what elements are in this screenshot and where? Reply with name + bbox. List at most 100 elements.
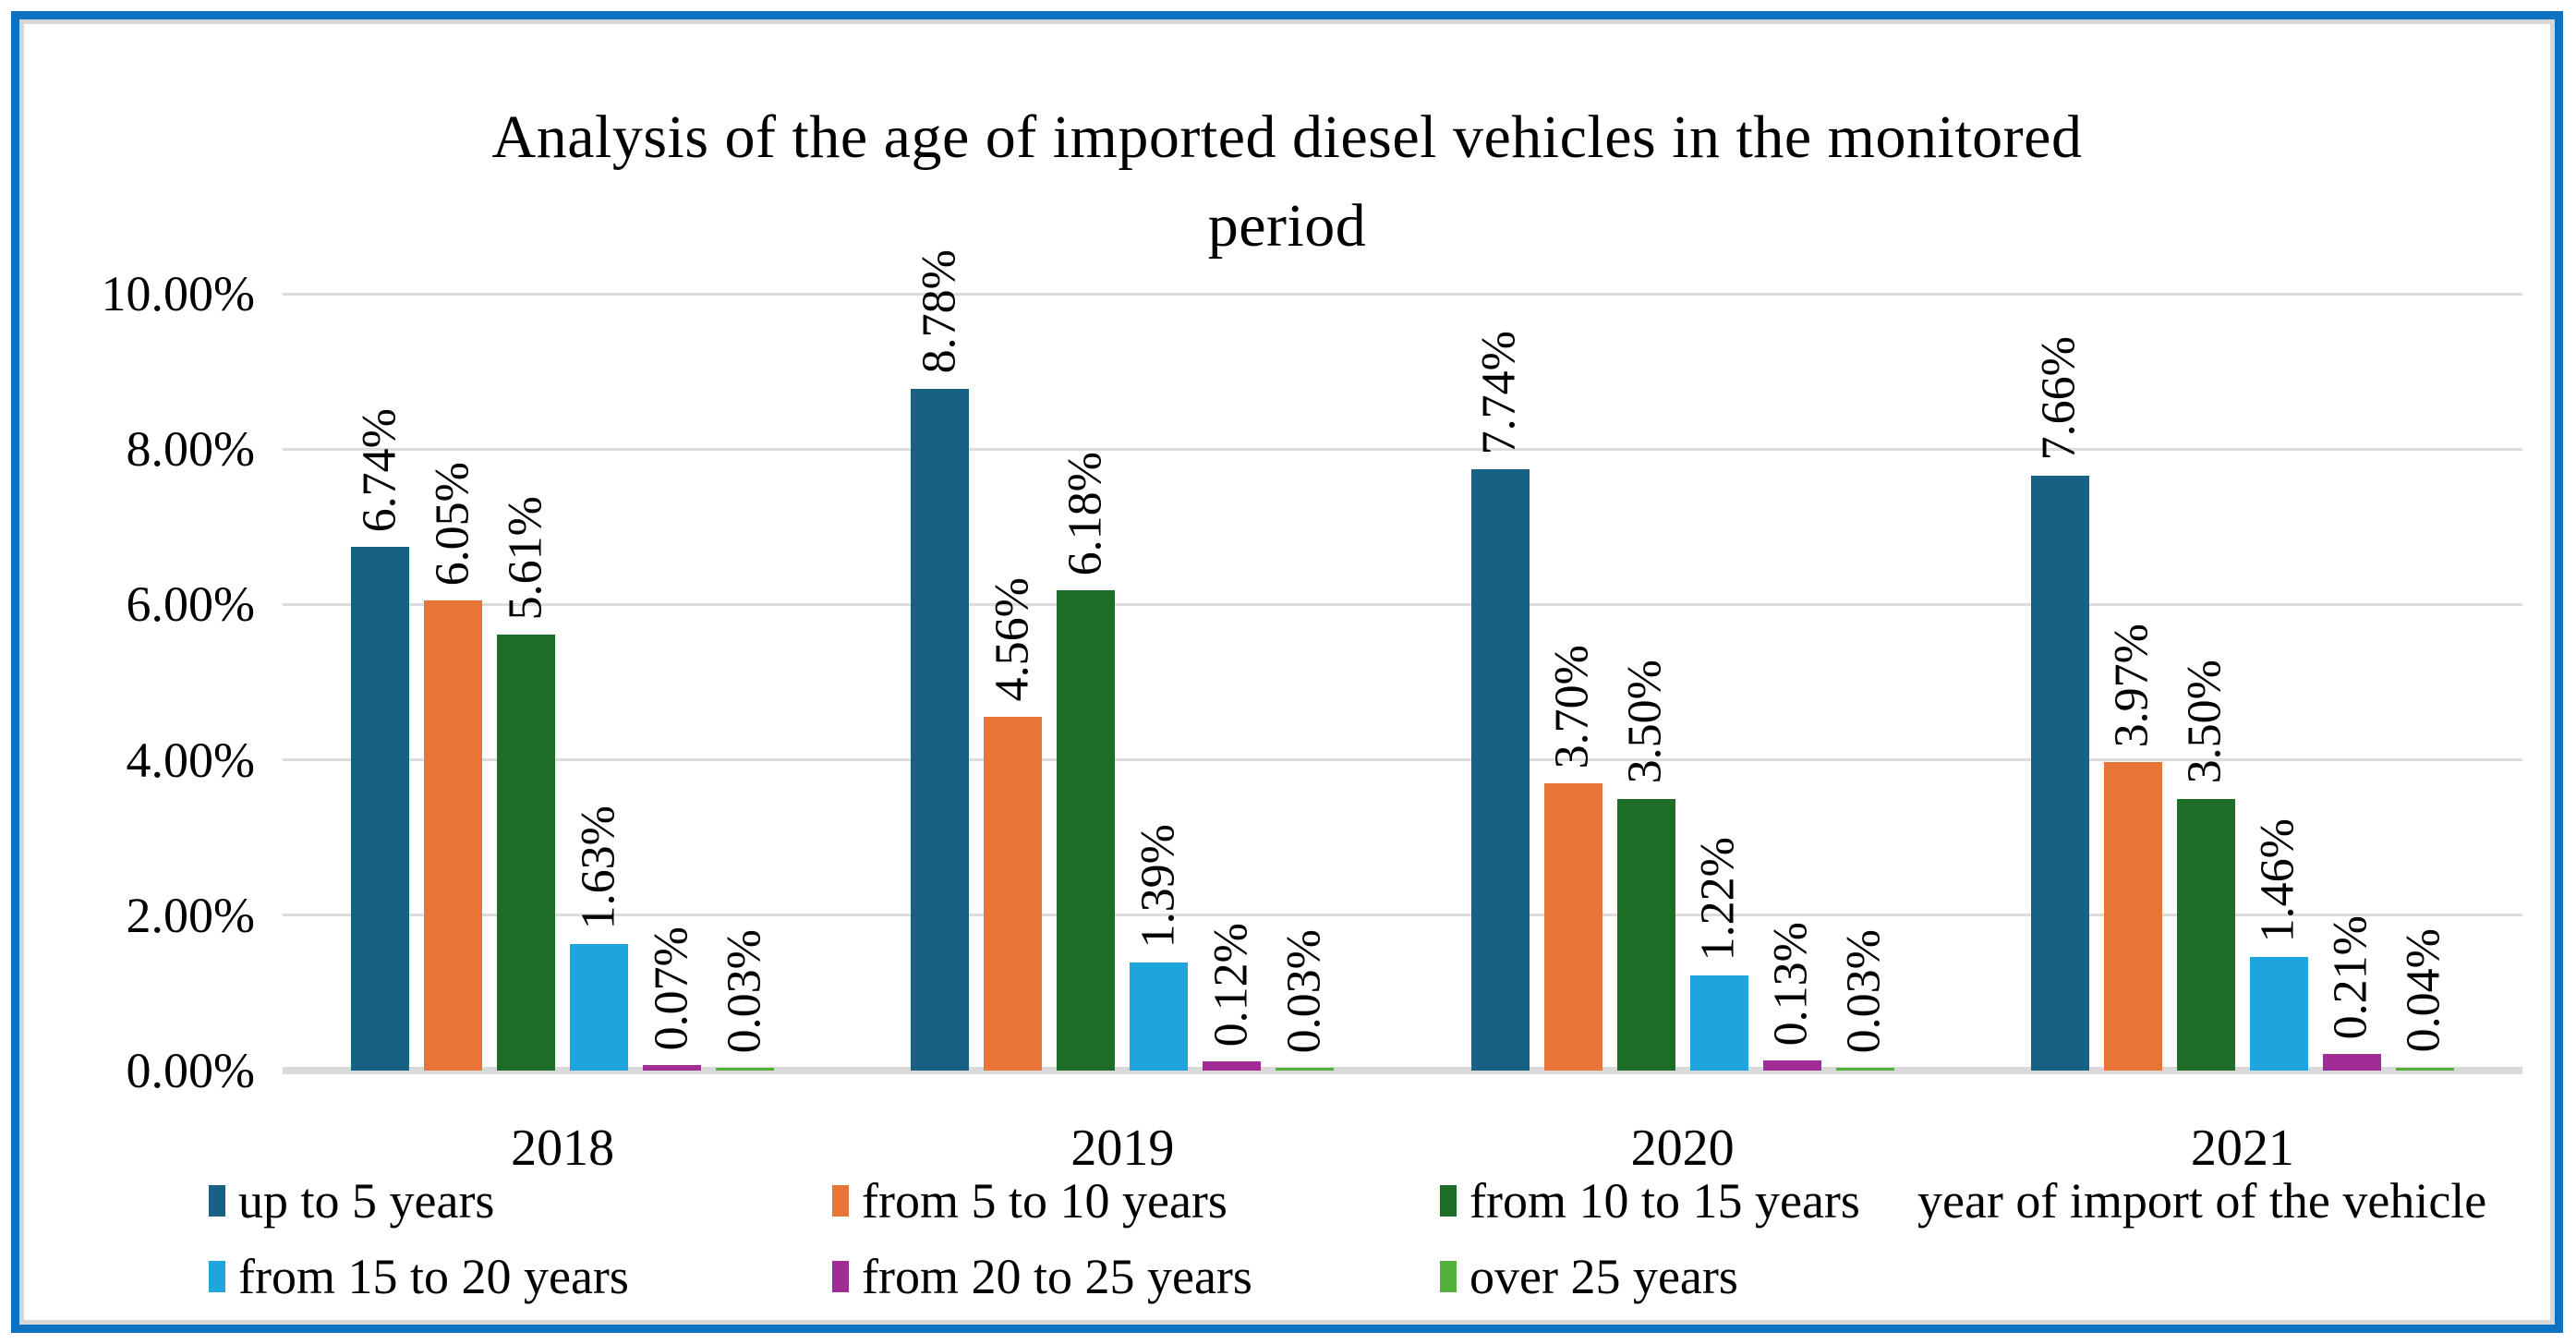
gridline [283, 447, 2522, 451]
chart-title-line-1: Analysis of the age of imported diesel v… [491, 103, 2083, 171]
bar: 3.50% [2176, 660, 2235, 1071]
bar: 0.04% [2395, 928, 2454, 1071]
bar-value-label: 6.18% [1058, 451, 1112, 576]
bars: 7.74% 3.70% 3.50% 1.22% 0.13% 0.03% [1470, 294, 1894, 1071]
bar-value-label: 3.70% [1545, 644, 1599, 769]
bar-value-label: 3.50% [2179, 660, 2232, 784]
bar: 0.03% [1835, 929, 1894, 1071]
bar: 0.13% [1762, 922, 1821, 1071]
legend-swatch [832, 1261, 849, 1292]
legend-swatch [209, 1185, 225, 1217]
legend-swatch [209, 1261, 225, 1292]
gridline [283, 914, 2522, 917]
gridline [283, 602, 2522, 606]
legend-label: from 20 to 25 years [862, 1249, 1252, 1304]
legend: year of import of the vehicle up to 5 ye… [19, 1172, 2555, 1320]
legend-label: from 15 to 20 years [238, 1249, 629, 1304]
bar-value-label: 6.74% [353, 407, 406, 533]
x-axis-category-label: 2021 [2190, 1120, 2294, 1177]
y-axis-tick-label: 6.00% [126, 576, 255, 633]
bar: 7.74% [1470, 331, 1530, 1071]
chart-frame: Analysis of the age of imported diesel v… [11, 11, 2563, 1333]
bar-value-label: 0.03% [1277, 929, 1331, 1054]
bar-value-label: 0.12% [1204, 922, 1258, 1047]
bar-group-2020: 7.74% 3.70% 3.50% 1.22% 0.13% 0.03% 2020 [1403, 294, 1963, 1177]
gridline [283, 292, 2522, 296]
bar: 7.66% [2030, 336, 2089, 1071]
bar: 6.05% [424, 462, 483, 1071]
bar-group-2021: 7.66% 3.97% 3.50% 1.46% 0.21% 0.04% 2021 [1963, 294, 2522, 1177]
bar-value-label: 1.63% [572, 805, 625, 929]
legend-item: from 15 to 20 years [209, 1248, 629, 1305]
bars: 7.66% 3.97% 3.50% 1.46% 0.21% 0.04% [2030, 294, 2454, 1071]
bars: 8.78% 4.56% 6.18% 1.39% 0.12% 0.03% [911, 249, 1335, 1071]
gridline [283, 758, 2522, 762]
bar-groups: 6.74% 6.05% 5.61% 1.63% 0.07% 0.03% 2018 8.78% 4… [283, 249, 2522, 1177]
bar: 1.63% [570, 805, 629, 1071]
bar: 6.18% [1057, 452, 1116, 1071]
bar-value-label: 0.21% [2325, 915, 2378, 1040]
bar: 0.21% [2322, 915, 2381, 1071]
bar: 0.03% [716, 929, 775, 1071]
y-axis: 0.00% 2.00% 4.00% 6.00% 8.00% 10.00% [56, 269, 255, 1096]
legend-item: from 5 to 10 years [832, 1172, 1228, 1229]
y-axis-tick-label: 4.00% [126, 732, 255, 788]
y-axis-tick-label: 10.00% [101, 266, 255, 321]
bar-value-label: 0.03% [718, 929, 771, 1054]
plot-area: 6.74% 6.05% 5.61% 1.63% 0.07% 0.03% 2018 8.78% 4… [283, 249, 2522, 1177]
bar: 1.46% [2249, 818, 2308, 1071]
bar-value-label: 1.46% [2252, 817, 2305, 943]
bar-value-label: 1.22% [1691, 837, 1745, 962]
bar: 6.74% [351, 408, 410, 1071]
bar-value-label: 3.97% [2106, 623, 2159, 748]
bar-value-label: 0.03% [1837, 929, 1891, 1054]
bar: 0.12% [1203, 923, 1262, 1071]
legend-swatch [1440, 1261, 1457, 1292]
bar: 0.07% [643, 926, 702, 1071]
legend-label: up to 5 years [238, 1173, 495, 1229]
bar: 4.56% [984, 577, 1043, 1071]
x-axis-title: year of import of the vehicle [1917, 1173, 2487, 1229]
x-axis-category-label: 2019 [1070, 1120, 1175, 1177]
bar-value-label: 6.05% [426, 461, 479, 587]
chart-title-line-2: period [1207, 191, 1367, 260]
bar-value-label: 0.13% [1764, 921, 1818, 1047]
legend-item: over 25 years [1440, 1248, 1738, 1305]
bar-value-label: 4.56% [986, 577, 1039, 702]
legend-label: from 10 to 15 years [1469, 1173, 1860, 1229]
legend-item: from 20 to 25 years [832, 1248, 1252, 1305]
x-axis-category-label: 2018 [511, 1120, 615, 1177]
bar-value-label: 0.04% [2398, 928, 2451, 1053]
bar: 1.22% [1689, 837, 1748, 1071]
bar-group-2018: 6.74% 6.05% 5.61% 1.63% 0.07% 0.03% 2018 [283, 294, 842, 1177]
bar: 3.97% [2103, 624, 2162, 1071]
legend-label: over 25 years [1469, 1249, 1738, 1304]
bar-value-label: 3.50% [1618, 660, 1672, 784]
legend-swatch [832, 1185, 849, 1217]
bar-value-label: 7.66% [2033, 336, 2086, 461]
bar: 3.70% [1543, 645, 1602, 1071]
bar: 3.50% [1616, 660, 1675, 1071]
bar-value-label: 1.39% [1131, 823, 1185, 949]
bar: 5.61% [497, 496, 556, 1071]
bars: 6.74% 6.05% 5.61% 1.63% 0.07% 0.03% [351, 294, 775, 1071]
x-axis-line [283, 1067, 2522, 1074]
chart-title: Analysis of the age of imported diesel v… [19, 93, 2555, 270]
legend-item: up to 5 years [209, 1172, 494, 1229]
y-axis-tick-label: 8.00% [126, 421, 255, 478]
bar-value-label: 7.74% [1472, 330, 1526, 455]
y-axis-tick-label: 2.00% [126, 887, 255, 943]
bar-value-label: 5.61% [499, 495, 552, 621]
bar: 1.39% [1130, 824, 1189, 1071]
legend-label: from 5 to 10 years [862, 1173, 1228, 1229]
bar: 0.03% [1276, 929, 1335, 1071]
y-axis-tick-label: 0.00% [126, 1043, 255, 1098]
bar: 8.78% [911, 249, 970, 1071]
bar-group-2019: 8.78% 4.56% 6.18% 1.39% 0.12% 0.03% 2019 [842, 249, 1402, 1177]
x-axis-category-label: 2020 [1630, 1120, 1735, 1177]
bar-value-label: 8.78% [913, 249, 966, 374]
legend-item: from 10 to 15 years [1440, 1172, 1860, 1229]
legend-swatch [1440, 1185, 1457, 1217]
bar-value-label: 0.07% [645, 926, 698, 1051]
